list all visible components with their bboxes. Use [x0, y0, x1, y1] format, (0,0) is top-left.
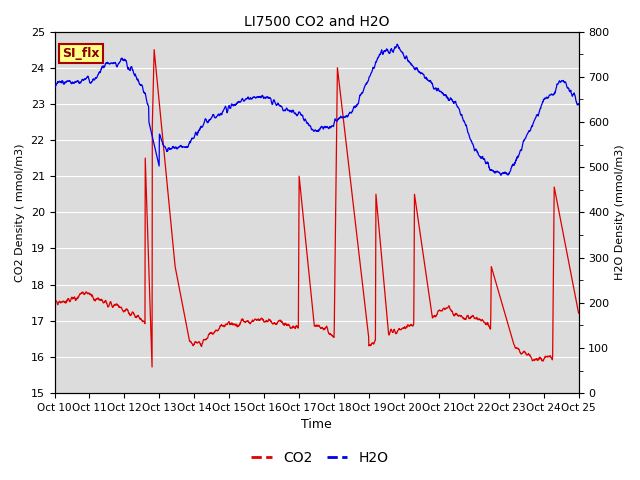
- Text: SI_flx: SI_flx: [62, 47, 100, 60]
- Y-axis label: H2O Density (mmol/m3): H2O Density (mmol/m3): [615, 144, 625, 280]
- Legend: CO2, H2O: CO2, H2O: [246, 445, 394, 471]
- Y-axis label: CO2 Density ( mmol/m3): CO2 Density ( mmol/m3): [15, 143, 25, 282]
- X-axis label: Time: Time: [301, 419, 332, 432]
- Title: LI7500 CO2 and H2O: LI7500 CO2 and H2O: [244, 15, 389, 29]
